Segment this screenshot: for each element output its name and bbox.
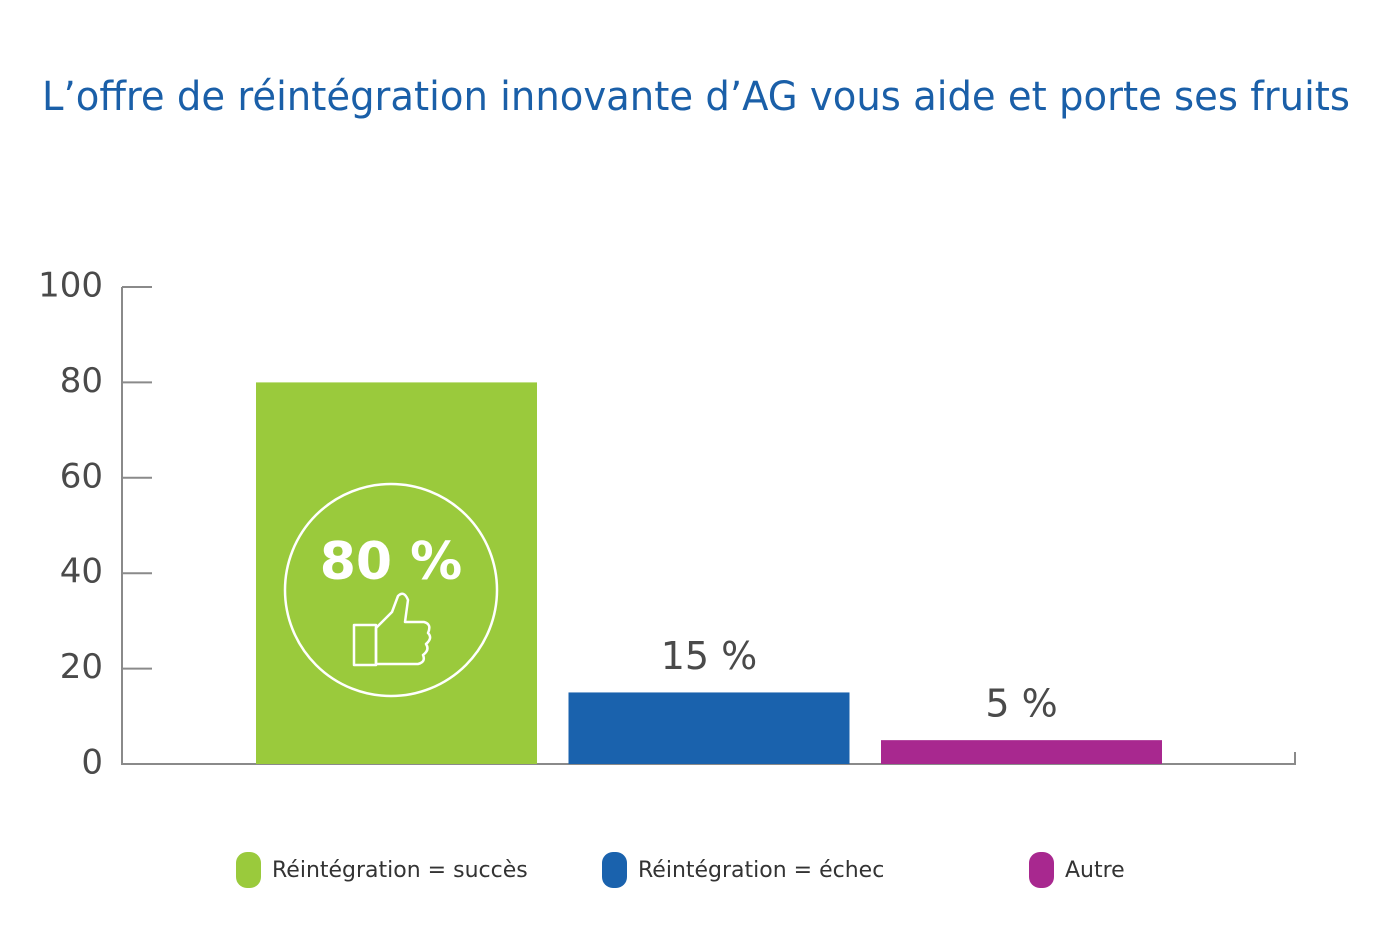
thumb — [374, 592, 432, 666]
legend-label: Réintégration = échec — [638, 858, 884, 883]
y-tick-label: 100 — [38, 266, 103, 306]
value-circle — [283, 482, 499, 698]
legend-label: Autre — [1065, 858, 1125, 883]
y-tick-label: 60 — [60, 456, 103, 496]
value-label: 5 % — [985, 682, 1057, 726]
y-tick-label: 40 — [60, 552, 103, 592]
thumb-icon — [283, 482, 499, 698]
legend-label: Réintégration = succès — [272, 858, 528, 883]
value-label: 80 % — [320, 532, 463, 592]
legend-swatch — [602, 852, 627, 888]
bar — [568, 692, 850, 764]
legend-swatch — [236, 852, 261, 888]
value-label: 15 % — [661, 634, 758, 678]
y-tick-label: 0 — [81, 743, 103, 783]
legend-swatch — [1029, 852, 1054, 888]
bar — [256, 382, 537, 764]
y-tick-label: 80 — [60, 361, 103, 401]
chart-title: L’offre de réintégration innovante d’AG … — [42, 74, 1350, 120]
y-tick-label: 20 — [60, 647, 103, 687]
bar — [881, 740, 1162, 764]
